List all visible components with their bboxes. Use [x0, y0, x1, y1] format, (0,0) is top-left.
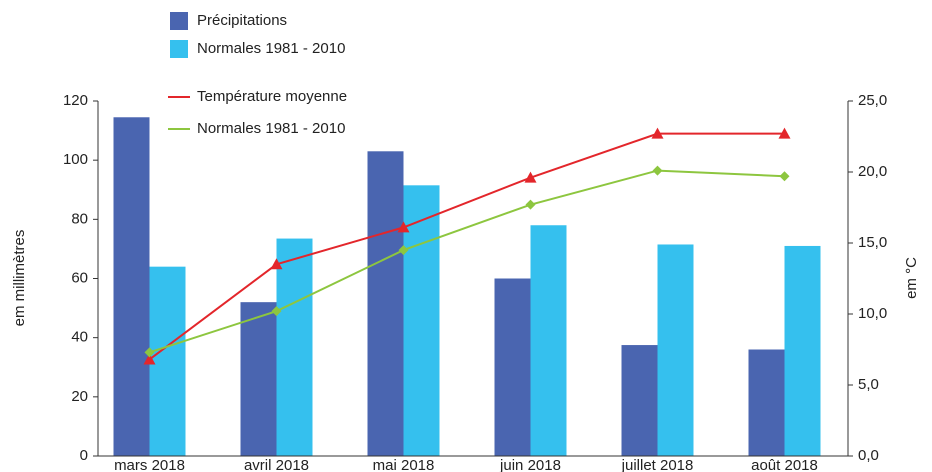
- x-tick-label: mai 2018: [373, 457, 435, 472]
- legend-swatch: [170, 40, 188, 58]
- legend-label: Précipitations: [197, 12, 287, 29]
- x-tick-label: avril 2018: [244, 457, 309, 472]
- y-tick-label: 60: [71, 269, 88, 286]
- marker: [144, 347, 155, 358]
- marker: [397, 221, 410, 233]
- marker: [524, 171, 537, 183]
- y2-tick-label: 20,0: [858, 163, 887, 180]
- bar: [240, 302, 277, 456]
- legend-label: Température moyenne: [197, 88, 347, 105]
- marker: [143, 353, 156, 365]
- x-tick-label: août 2018: [751, 457, 818, 472]
- bar: [657, 244, 694, 456]
- y-tick-label: 120: [63, 92, 88, 109]
- y2-tick-label: 0,0: [858, 447, 879, 464]
- y-tick-label: 20: [71, 388, 88, 405]
- y2-tick-label: 5,0: [858, 376, 879, 393]
- marker: [271, 306, 282, 317]
- y-tick-label: 40: [71, 329, 88, 346]
- marker: [779, 171, 790, 182]
- bar: [403, 185, 440, 456]
- bar: [276, 238, 313, 456]
- marker: [778, 127, 791, 139]
- bar: [530, 225, 567, 456]
- bar: [367, 151, 404, 456]
- y2-tick-label: 10,0: [858, 305, 887, 322]
- y-tick-label: 0: [80, 447, 88, 464]
- y-tick-label: 80: [71, 210, 88, 227]
- bar: [494, 278, 531, 456]
- marker: [398, 245, 409, 256]
- y-tick-label: 100: [63, 151, 88, 168]
- y2-axis-label: em °C: [903, 257, 920, 299]
- bar: [784, 245, 821, 456]
- line: [148, 132, 785, 361]
- legend-swatch: [170, 12, 188, 30]
- y2-tick-label: 25,0: [858, 92, 887, 109]
- marker: [270, 258, 283, 270]
- bar: [748, 349, 785, 456]
- y-axis-label: em millimètres: [11, 230, 28, 327]
- line: [149, 169, 785, 354]
- marker: [651, 127, 664, 139]
- x-tick-label: mars 2018: [114, 457, 185, 472]
- legend-label: Normales 1981 - 2010: [197, 40, 345, 57]
- marker: [652, 165, 663, 176]
- bar: [621, 345, 658, 456]
- y2-tick-label: 15,0: [858, 234, 887, 251]
- bar: [149, 266, 186, 456]
- x-tick-label: juin 2018: [499, 457, 561, 472]
- x-tick-label: juillet 2018: [621, 457, 694, 472]
- bar: [113, 117, 150, 456]
- marker: [525, 199, 536, 210]
- legend-label: Normales 1981 - 2010: [197, 120, 345, 137]
- legend-bg: [160, 84, 422, 146]
